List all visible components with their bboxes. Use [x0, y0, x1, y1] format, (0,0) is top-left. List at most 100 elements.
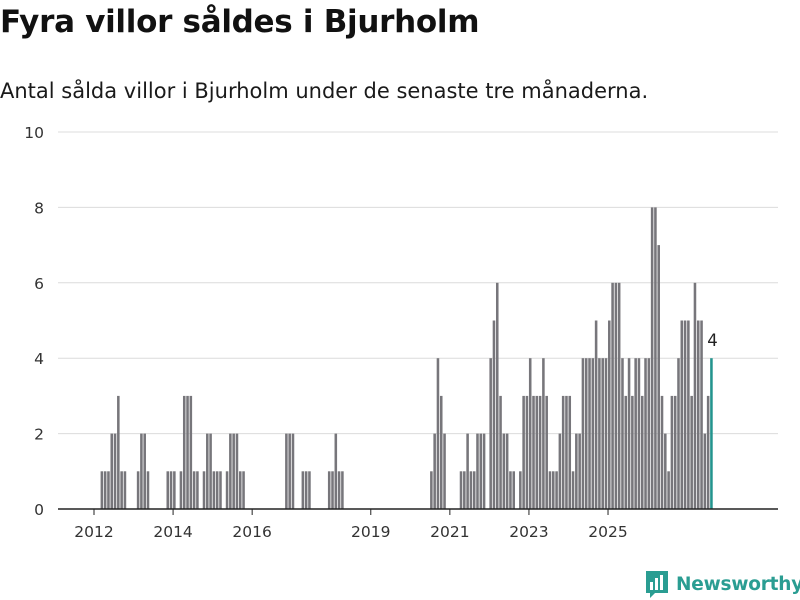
- x-tick-label: 2012: [74, 523, 113, 541]
- bar: [519, 471, 522, 509]
- bar: [588, 358, 591, 509]
- bar: [571, 471, 575, 509]
- bar: [614, 282, 618, 509]
- x-tick-label: 2014: [153, 523, 192, 541]
- bar: [538, 395, 542, 509]
- bar: [235, 433, 239, 509]
- bar: [202, 471, 206, 509]
- bar: [169, 471, 173, 509]
- bar: [192, 471, 196, 509]
- bar: [634, 358, 637, 509]
- bar: [291, 433, 295, 509]
- bar: [627, 358, 631, 509]
- bar: [499, 395, 502, 509]
- bar: [528, 358, 532, 509]
- bar: [664, 433, 667, 509]
- bar: [696, 320, 700, 509]
- bar: [327, 471, 331, 509]
- bar: [308, 471, 311, 509]
- bar: [219, 471, 222, 509]
- brand-name: Newsworthy: [676, 573, 800, 595]
- bars: [100, 207, 713, 509]
- bar: [196, 471, 199, 509]
- bar: [495, 282, 499, 509]
- bar: [479, 433, 483, 509]
- bar: [575, 433, 578, 509]
- bar: [673, 395, 677, 509]
- bar: [232, 433, 235, 509]
- bar: [700, 320, 703, 509]
- bar: [703, 433, 707, 509]
- bar: [209, 433, 212, 509]
- newsworthy-brand: Newsworthy: [644, 569, 800, 599]
- bar: [110, 433, 114, 509]
- bar: [215, 471, 219, 509]
- bar: [542, 358, 545, 509]
- bar: [304, 471, 308, 509]
- bar: [565, 395, 568, 509]
- bar: [229, 433, 232, 509]
- x-tick-label: 2023: [509, 523, 548, 541]
- bar: [288, 433, 291, 509]
- bar: [687, 320, 690, 509]
- bar-chart: 0 2 4 6 8 10 2012 2014 2016 2019 2021 2023 2025 4: [24, 124, 778, 541]
- bar: [631, 395, 634, 509]
- bar: [469, 471, 473, 509]
- bar: [285, 433, 288, 509]
- bar: [561, 395, 565, 509]
- bar: [436, 358, 440, 509]
- bar: [637, 358, 641, 509]
- bar: [535, 395, 539, 509]
- gridlines: [58, 131, 778, 435]
- bar: [677, 358, 680, 509]
- annotations: 4: [707, 331, 718, 350]
- bar: [545, 395, 548, 509]
- bar: [173, 471, 176, 509]
- bar: [650, 207, 654, 509]
- bar: [667, 471, 670, 509]
- bar: [532, 395, 535, 509]
- bar: [525, 395, 529, 509]
- bar: [611, 282, 614, 509]
- bar: [624, 395, 628, 509]
- bar: [522, 395, 525, 509]
- bar: [189, 395, 193, 509]
- bar: [212, 471, 216, 509]
- bar: [644, 358, 647, 509]
- bar: [640, 395, 644, 509]
- bar: [680, 320, 684, 509]
- bar: [482, 433, 486, 509]
- bar: [179, 471, 183, 509]
- bar: [552, 471, 555, 509]
- bar: [334, 433, 338, 509]
- bar: [225, 471, 229, 509]
- bar: [591, 358, 595, 509]
- x-tick-label: 2016: [232, 523, 271, 541]
- bar: [489, 358, 492, 509]
- bar: [548, 471, 552, 509]
- bar: [120, 471, 123, 509]
- bar: [113, 433, 117, 509]
- bar: [117, 395, 120, 509]
- highlight-value-label: 4: [707, 331, 718, 350]
- bar: [594, 320, 598, 509]
- chart-subtitle: Antal sålda villor i Bjurholm under de s…: [0, 79, 649, 103]
- x-tick-label: 2019: [351, 523, 390, 541]
- bar: [103, 471, 107, 509]
- bar: [578, 433, 581, 509]
- bar: [337, 471, 341, 509]
- bar: [693, 282, 697, 509]
- y-tick-label: 0: [34, 501, 44, 519]
- bar: [647, 358, 651, 509]
- bar: [617, 282, 621, 509]
- newsworthy-logo-icon: [646, 571, 668, 598]
- bar: [146, 471, 150, 509]
- bar: [690, 395, 693, 509]
- x-tick-label: 2025: [588, 523, 627, 541]
- bar: [331, 471, 334, 509]
- bar: [301, 471, 305, 509]
- bar: [443, 433, 446, 509]
- bar: [654, 207, 657, 509]
- bar: [621, 358, 624, 509]
- bar: [433, 433, 436, 509]
